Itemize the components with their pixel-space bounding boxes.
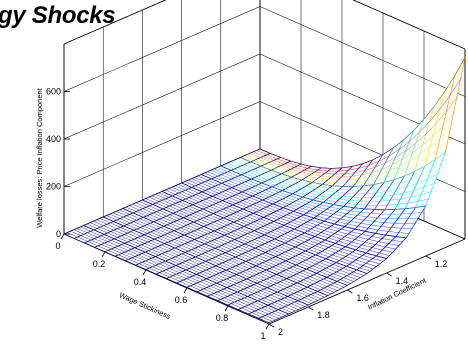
surface-hatch-line: [132, 204, 338, 291]
surface-hatch-line: [194, 177, 400, 246]
x-axis-label: Wage Stickiness: [118, 290, 172, 321]
surface-hatch-line: [201, 174, 407, 239]
surface-hatch-line: [214, 168, 420, 220]
z-tick-label: 400: [46, 134, 61, 144]
surface-mesh: [63, 57, 466, 324]
surface-hatch-line: [237, 158, 443, 191]
surface-hatch-line: [217, 167, 423, 215]
surface-hatch-line: [158, 192, 364, 276]
surface-hatch-line: [155, 194, 361, 278]
surface-hatch-line: [168, 188, 374, 270]
surface-hatch-line: [240, 152, 446, 187]
surface-hatch-line: [161, 191, 368, 274]
box-top-right-edge: [352, 0, 466, 50]
surface-hatch-line: [227, 162, 433, 202]
surface-hatch-line: [86, 223, 292, 313]
surface-hatch-line: [70, 230, 276, 321]
surface-hatch-line: [73, 229, 279, 319]
x-tick-mark: [60, 233, 65, 240]
surface-hatch-line: [171, 187, 377, 267]
surface-hatch-line: [197, 175, 403, 243]
x-tick-label: 0.8: [216, 313, 229, 323]
z-grid-line: [63, 6, 466, 97]
z-tick-label: 0: [56, 229, 61, 239]
surface-hatch-line: [165, 189, 371, 272]
surface-hatch-line: [253, 95, 459, 175]
surface-hatch-line: [243, 139, 449, 184]
surface-hatch-line: [174, 185, 381, 265]
x-tick-label: 1: [260, 331, 265, 341]
surface-hatch-line: [63, 233, 270, 324]
y-tick-label: 1.8: [317, 310, 330, 320]
y-tick-label: 1.4: [396, 276, 409, 286]
surface-hatch-line: [80, 226, 286, 316]
surface-hatch-line: [116, 211, 322, 300]
y-tick-mark: [268, 323, 275, 328]
x-tick-label: 0.6: [175, 295, 188, 305]
surface-hatch-line: [122, 208, 328, 296]
x-tick-label: 0.4: [134, 277, 147, 287]
y-tick-mark: [425, 255, 432, 260]
surface-hatch-line: [223, 164, 430, 206]
surface-hatch-line: [188, 179, 394, 253]
z-tick-label: 600: [46, 87, 61, 97]
surface-hatch-line: [125, 206, 332, 295]
surface-hatch-line: [67, 232, 273, 322]
y-tick-mark: [347, 289, 353, 294]
surface-hatch-line: [135, 202, 341, 290]
surface-hatch-line: [103, 216, 309, 306]
surface-hatch-line: [109, 213, 315, 303]
surface-hatch-line: [250, 111, 456, 178]
surface-hatch-line: [210, 170, 417, 225]
x-tick-mark: [224, 305, 229, 312]
y-tick-mark: [386, 272, 392, 277]
box-top-left-edge: [63, 0, 167, 45]
surface-hatch-line: [233, 160, 439, 194]
surface-hatch-line: [181, 182, 387, 259]
surface-hatch-line: [83, 225, 289, 315]
x-tick-mark: [183, 287, 188, 294]
x-tick-mark: [265, 323, 270, 330]
surface-hatch-line: [256, 77, 462, 172]
y-tick-label: 1.2: [435, 259, 448, 269]
x-tick-label: 0.2: [93, 259, 106, 269]
surface-hatch-line: [230, 161, 436, 198]
surface-hatch-line: [220, 165, 426, 210]
x-tick-mark: [142, 269, 147, 276]
axis-ticks: 0 200 400 600 0 0.2 0.4 0.6 0.8 1 1.2 1.4 1.6 1.8 2: [46, 87, 447, 342]
surface-hatch-line: [129, 205, 335, 293]
surface-hatch-line: [112, 212, 319, 301]
surface-hatch-line: [191, 178, 397, 250]
y-tick-label: 2: [278, 327, 283, 337]
z-grid-line: [63, 53, 466, 145]
surface-hatch-line: [139, 201, 345, 288]
surface-hatch-line: [99, 218, 306, 307]
surface-hatch-line: [145, 198, 351, 284]
box-front-right-edge: [268, 238, 466, 325]
surface-hatch-line: [106, 215, 312, 304]
z-axis-label: Welfare losses: Price Inflation Componen…: [35, 87, 44, 227]
surface-hatch-line: [90, 222, 296, 312]
surface-hatch-line: [204, 172, 410, 234]
surface-hatch-line: [93, 221, 299, 310]
x-tick-label: 0: [55, 241, 60, 251]
surface-hatch-line: [96, 219, 302, 309]
x-tick-mark: [101, 251, 106, 258]
surface-hatch-line: [178, 184, 384, 262]
surface-hatch-line: [207, 171, 413, 230]
surface-hatch-line: [119, 209, 325, 298]
y-tick-label: 1.6: [356, 293, 369, 303]
chart-title: gy Shocks: [0, 2, 116, 29]
surface-hatch-line: [184, 181, 390, 256]
surface-hatch-line: [246, 126, 453, 181]
surface-hatch-line: [259, 57, 466, 169]
surface-hatch-line: [76, 228, 283, 318]
z-tick-label: 200: [46, 182, 61, 192]
surface-hatch-line: [142, 199, 348, 286]
surface-hatch-line: [152, 195, 358, 280]
y-tick-mark: [307, 306, 314, 311]
surface-hatch-line: [148, 196, 355, 282]
